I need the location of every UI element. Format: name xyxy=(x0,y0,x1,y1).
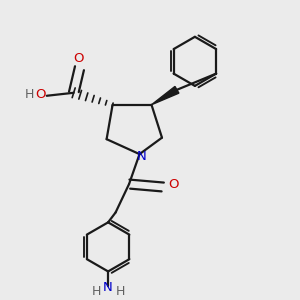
Text: O: O xyxy=(168,178,178,190)
Text: N: N xyxy=(137,150,147,163)
Text: H: H xyxy=(116,285,125,298)
Text: H: H xyxy=(92,285,101,298)
Text: N: N xyxy=(103,280,113,293)
Text: H: H xyxy=(24,88,34,101)
Polygon shape xyxy=(152,86,179,105)
Text: O: O xyxy=(35,88,45,101)
Text: O: O xyxy=(73,52,83,65)
